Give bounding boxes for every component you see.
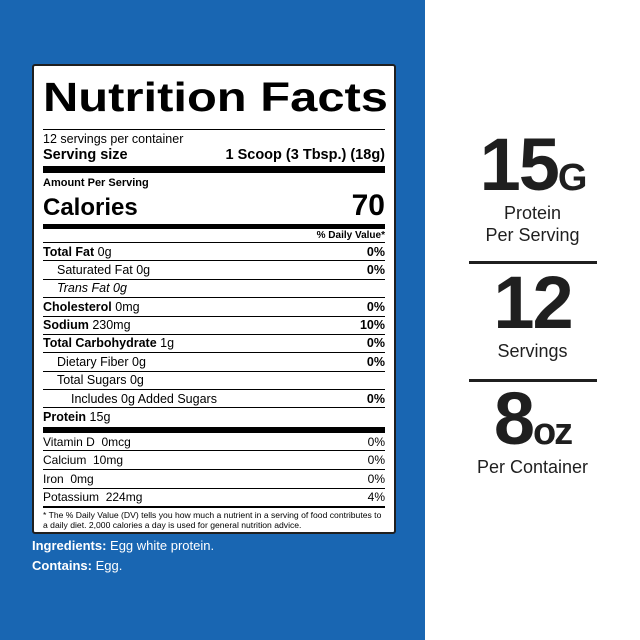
- svg-text:Nutrition Facts: Nutrition Facts: [43, 76, 388, 118]
